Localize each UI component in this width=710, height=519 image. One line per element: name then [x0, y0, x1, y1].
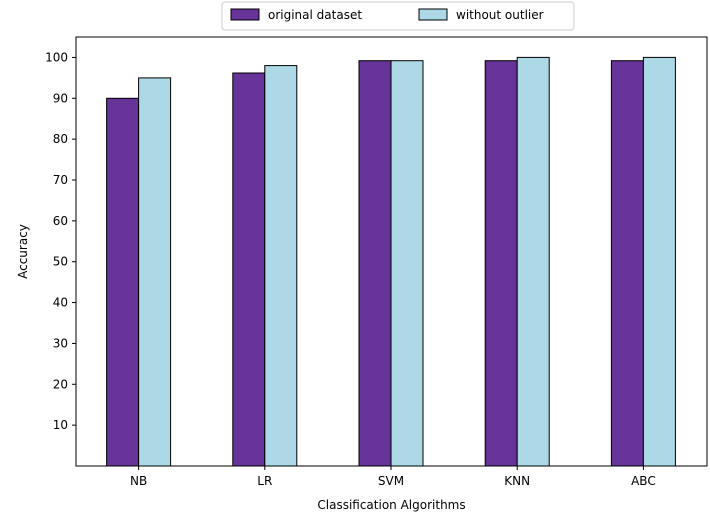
legend-label-original-dataset: original dataset	[268, 8, 362, 22]
bar-svm-series-2	[391, 61, 423, 466]
bar-abc-series-1	[611, 61, 643, 466]
legend-swatch-original-dataset	[231, 9, 259, 20]
x-tick-label: KNN	[504, 474, 530, 488]
y-tick-label: 60	[53, 214, 68, 228]
y-tick-label: 80	[53, 132, 68, 146]
bar-nb-series-1	[107, 98, 139, 466]
bar-abc-series-2	[643, 57, 675, 466]
y-tick-label: 20	[53, 377, 68, 391]
legend: original dataset without outlier	[222, 2, 574, 30]
x-axis-ticks: NB LR SVM KNN ABC	[130, 466, 656, 488]
y-tick-label: 70	[53, 173, 68, 187]
bar-nb-series-2	[139, 78, 171, 466]
bar-svm-series-1	[359, 61, 391, 466]
legend-label-without-outlier: without outlier	[456, 8, 544, 22]
bar-knn-series-2	[517, 57, 549, 466]
x-tick-label: LR	[257, 474, 272, 488]
y-tick-label: 30	[53, 336, 68, 350]
y-tick-label: 100	[45, 50, 68, 64]
legend-swatch-without-outlier	[419, 9, 447, 20]
x-tick-label: NB	[130, 474, 147, 488]
x-axis-label: Classification Algorithms	[317, 498, 465, 512]
x-tick-label: ABC	[631, 474, 656, 488]
bars	[107, 57, 676, 466]
y-tick-label: 50	[53, 255, 68, 269]
y-axis-label: Accuracy	[16, 224, 30, 279]
y-axis-ticks: 10 20 30 40 50 60 70 80 90 100	[45, 50, 76, 432]
y-tick-label: 10	[53, 418, 68, 432]
bar-lr-series-2	[265, 66, 297, 466]
x-tick-label: SVM	[378, 474, 404, 488]
y-tick-label: 40	[53, 296, 68, 310]
bar-lr-series-1	[233, 73, 265, 466]
y-tick-label: 90	[53, 91, 68, 105]
bar-knn-series-1	[485, 61, 517, 466]
